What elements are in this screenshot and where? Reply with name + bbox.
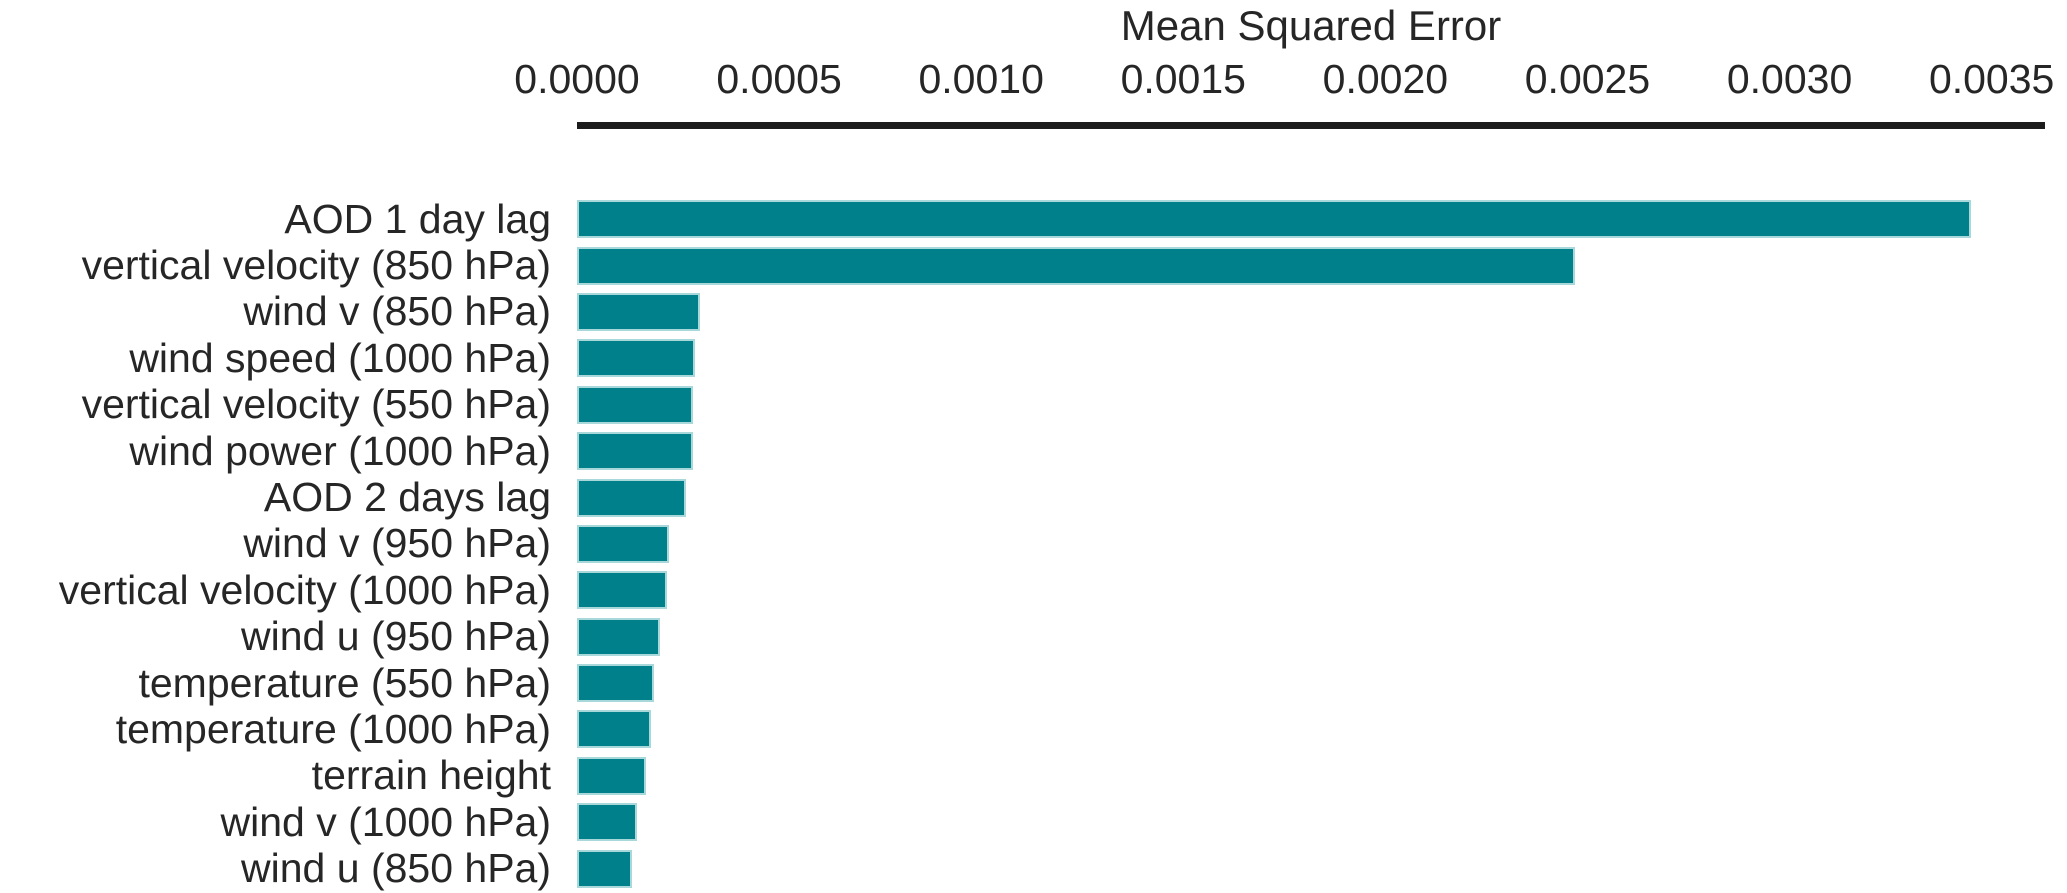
- chart-title: Mean Squared Error: [1120, 2, 1502, 49]
- bar: [577, 339, 696, 378]
- bar-track: [577, 614, 2067, 660]
- x-tick-label: 0.0005: [716, 56, 842, 102]
- bar-row: temperature (1000 hPa): [0, 706, 2067, 752]
- category-label: vertical velocity (1000 hPa): [58, 566, 551, 613]
- bar-track: [577, 474, 2067, 520]
- bar-row: wind v (950 hPa): [0, 520, 2067, 567]
- bar: [577, 571, 667, 610]
- category-label: wind v (1000 hPa): [220, 798, 551, 845]
- bar-row: vertical velocity (550 hPa): [0, 381, 2067, 428]
- category-label: terrain height: [311, 752, 551, 799]
- category-label: vertical velocity (850 hPa): [81, 242, 551, 289]
- bar-track: [577, 660, 2067, 706]
- category-label: wind v (950 hPa): [243, 520, 551, 567]
- bar-row: wind u (950 hPa): [0, 613, 2067, 660]
- bar: [577, 292, 701, 331]
- bar-track: [577, 428, 2067, 474]
- bar-track: [577, 382, 2067, 428]
- bars-area: AOD 1 day lag vertical velocity (850 hPa…: [0, 196, 2067, 892]
- bar: [577, 803, 638, 842]
- bar-track: [577, 799, 2067, 845]
- x-tick-label: 0.0015: [1120, 56, 1246, 102]
- category-label: wind u (950 hPa): [241, 613, 551, 660]
- x-tick-label: 0.0030: [1726, 56, 1853, 102]
- x-tick-label: 0.0000: [514, 56, 640, 102]
- bar: [577, 246, 1576, 285]
- category-label: wind u (850 hPa): [241, 845, 551, 892]
- bar: [577, 385, 694, 424]
- category-label: temperature (1000 hPa): [115, 706, 551, 752]
- bar: [577, 849, 632, 888]
- category-label: AOD 1 day lag: [284, 195, 551, 242]
- bar: [577, 432, 693, 471]
- bar-track: [577, 289, 2067, 335]
- bar-row: wind v (850 hPa): [0, 288, 2067, 335]
- bar-track: [577, 335, 2067, 381]
- x-tick-label: 0.0035: [1928, 56, 2055, 102]
- x-tick-label: 0.0025: [1524, 56, 1651, 102]
- bar: [577, 524, 670, 563]
- bar-row: wind v (1000 hPa): [0, 799, 2067, 845]
- bar: [577, 478, 687, 517]
- bar-row: wind u (850 hPa): [0, 845, 2067, 891]
- category-label: temperature (550 hPa): [138, 659, 551, 706]
- bar-track: [577, 753, 2067, 799]
- category-label: AOD 2 days lag: [263, 474, 551, 521]
- bar-row: AOD 2 days lag: [0, 474, 2067, 520]
- bar-row: AOD 1 day lag: [0, 196, 2067, 242]
- bar: [577, 200, 1972, 239]
- bar-row: temperature (550 hPa): [0, 660, 2067, 706]
- category-label: wind speed (1000 hPa): [129, 334, 551, 381]
- bar-row: wind speed (1000 hPa): [0, 335, 2067, 381]
- bar-track: [577, 196, 2067, 242]
- bar-row: wind power (1000 hPa): [0, 428, 2067, 474]
- category-label: wind power (1000 hPa): [129, 427, 551, 474]
- bar: [577, 664, 655, 703]
- category-label: vertical velocity (550 hPa): [81, 381, 551, 428]
- bar-row: terrain height: [0, 752, 2067, 799]
- x-tick-label: 0.0010: [918, 56, 1044, 102]
- bar-track: [577, 242, 2067, 288]
- bar: [577, 756, 647, 795]
- bar-track: [577, 567, 2067, 613]
- bar-track: [577, 845, 2067, 891]
- x-axis-line: [577, 122, 2045, 129]
- category-label: wind v (850 hPa): [243, 288, 551, 335]
- bar-track: [577, 706, 2067, 752]
- bar: [577, 617, 660, 656]
- x-tick-label: 0.0020: [1322, 56, 1449, 102]
- bar-row: vertical velocity (850 hPa): [0, 242, 2067, 288]
- bar-track: [577, 521, 2067, 567]
- bar: [577, 710, 651, 749]
- bar-row: vertical velocity (1000 hPa): [0, 567, 2067, 613]
- x-axis-ticks: 0.0000 0.0005 0.0010 0.0015 0.0020 0.0025 0.00…: [514, 55, 2054, 103]
